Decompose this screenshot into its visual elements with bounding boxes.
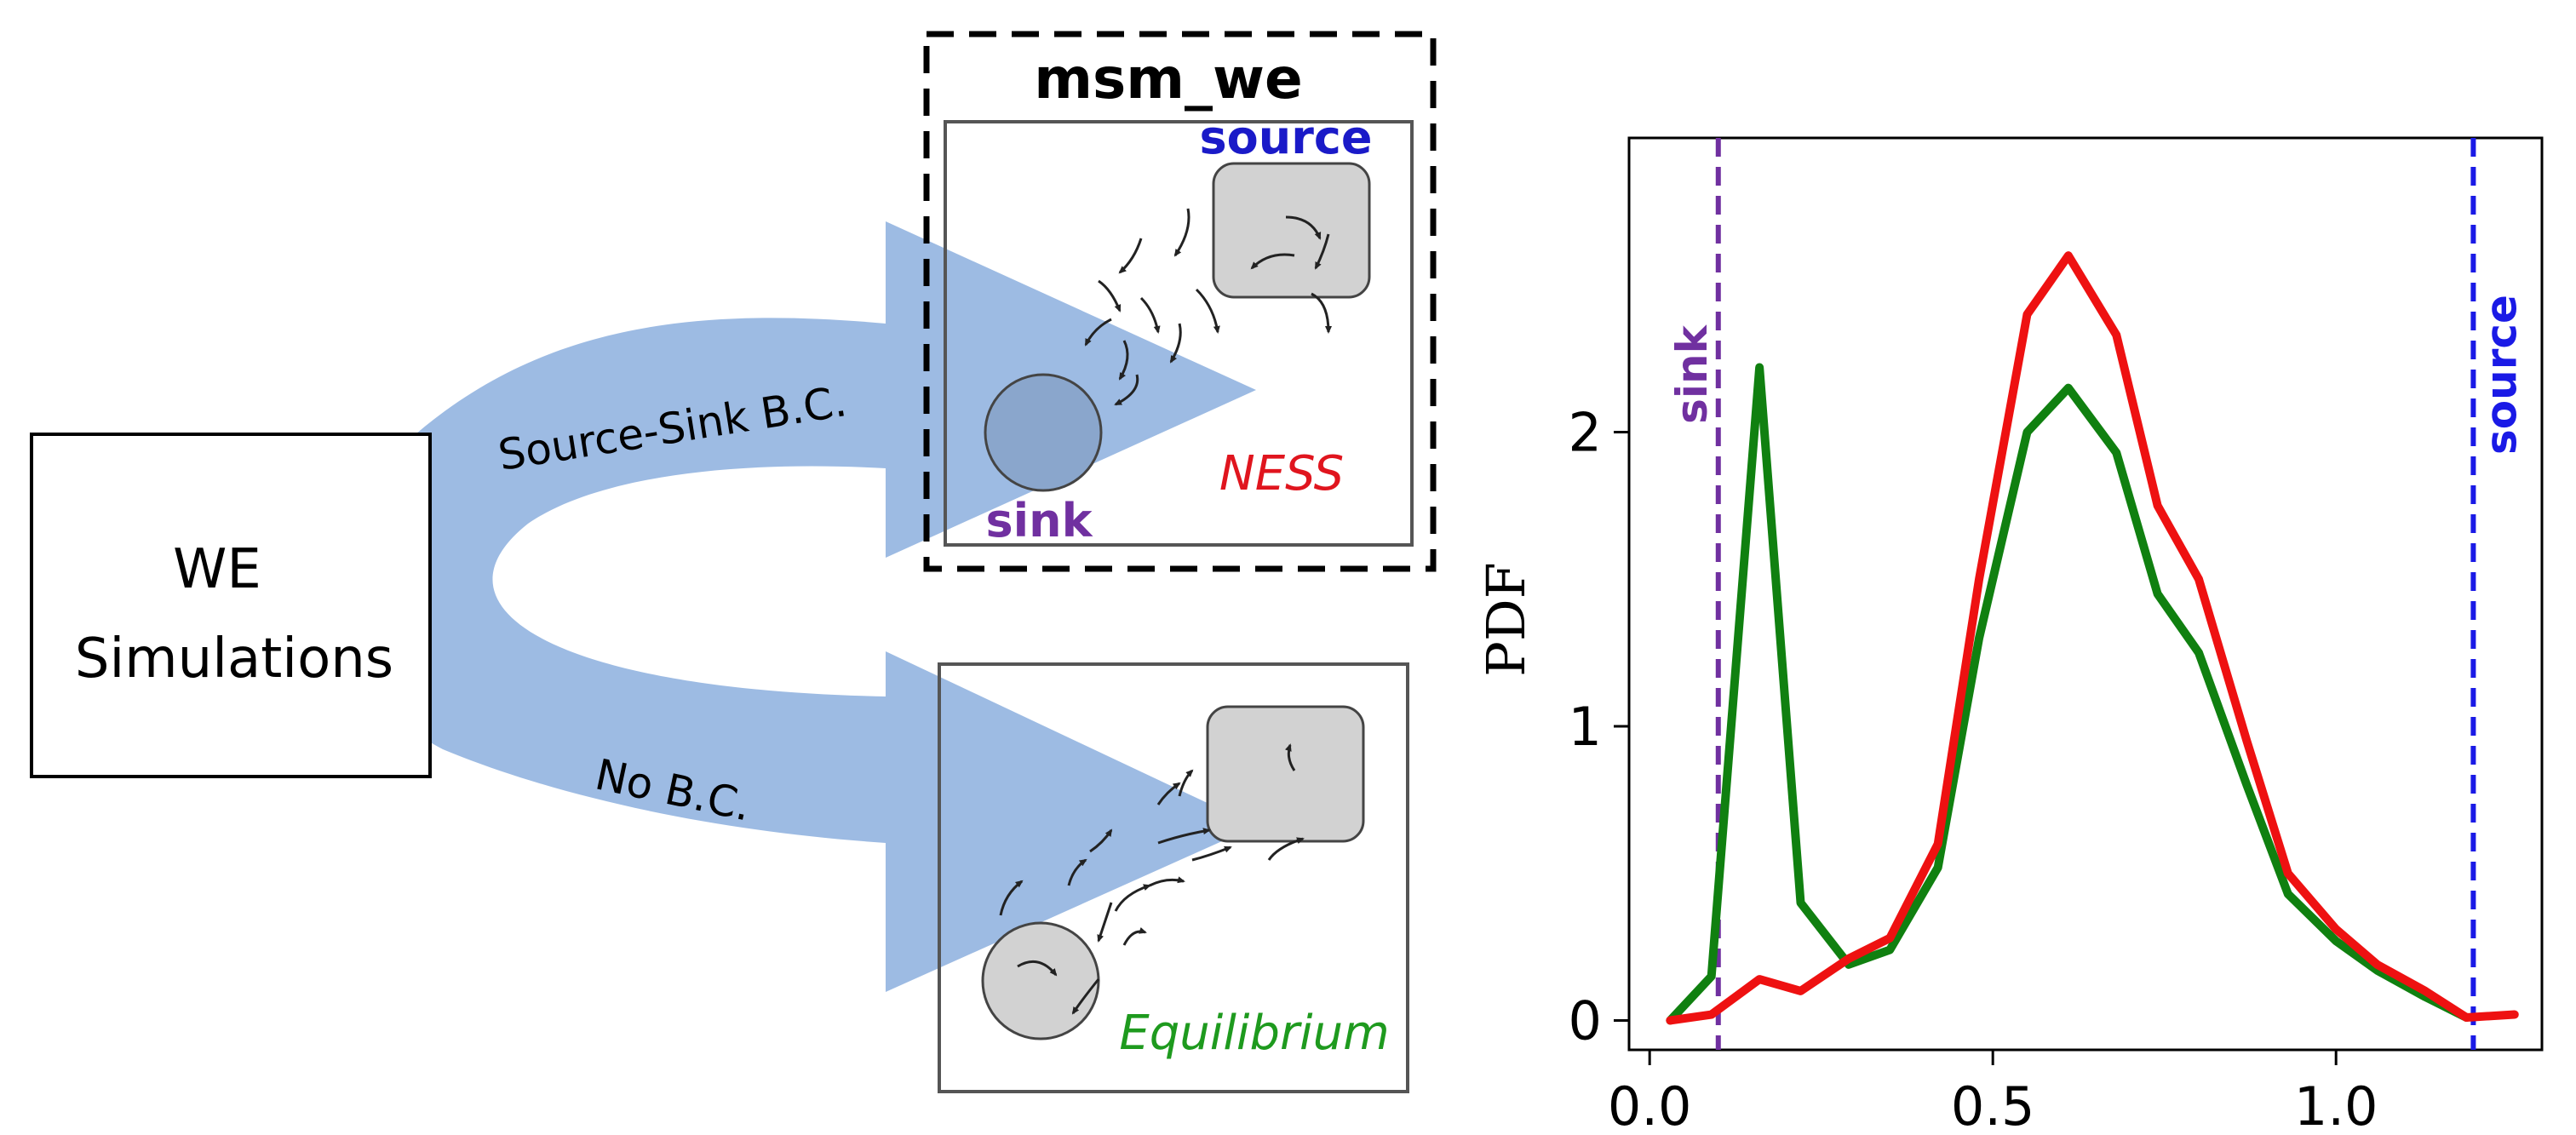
series-0-point	[1711, 976, 1713, 977]
series-0-point	[1758, 366, 1760, 368]
msm-we-title: msm_we	[1034, 46, 1303, 112]
bottom-arrowhead	[886, 651, 1256, 992]
y-tick-label: 0	[1569, 989, 1602, 1052]
pdf-chart: sink source 0 1 2 0.0 0.5 1.0 PDF	[1475, 136, 2544, 1135]
y-tick-label: 2	[1569, 401, 1602, 463]
we-simulations-box	[30, 433, 432, 778]
series-1-point	[1800, 990, 1802, 992]
series-1-point	[1669, 1019, 1671, 1021]
series-1-point	[1758, 978, 1760, 980]
series-1-point	[2026, 313, 2028, 315]
series-line-0	[1666, 363, 2471, 1025]
series-0-point	[2424, 996, 2426, 998]
we-label: WE	[173, 538, 261, 601]
series-0-point	[2335, 940, 2337, 942]
series-0-point	[2287, 893, 2289, 895]
vline-label-source: source	[2476, 295, 2526, 455]
ness-panel: source sink NESS	[944, 111, 1414, 547]
series-lines	[1666, 251, 2519, 1025]
series-1-point	[2157, 505, 2159, 507]
series-0-point	[1978, 637, 1980, 639]
simulations-label: Simulations	[75, 628, 393, 691]
eq-panel-frame	[938, 662, 1409, 1093]
plot-frame	[1627, 136, 2544, 1052]
ness-trajectory-arrows	[1084, 208, 1332, 406]
series-0-point	[1937, 867, 1939, 868]
series-0-point	[2198, 652, 2200, 654]
series-1-point	[2287, 873, 2289, 874]
y-tick-label: 1	[1569, 696, 1602, 758]
ness-panel-frame	[944, 120, 1414, 547]
series-0-point	[2157, 593, 2159, 594]
arrow-body	[353, 318, 886, 843]
ness-source-label: source	[1200, 111, 1373, 164]
series-1-point	[1978, 578, 1980, 580]
vertical-markers: sink source	[1667, 138, 2526, 1050]
msm-we-dashed-box	[923, 31, 1437, 572]
series-1-point	[1711, 1014, 1713, 1016]
ness-state-label: NESS	[1219, 446, 1344, 502]
x-axis-ticks: 0.0 0.5 1.0	[1608, 1050, 2378, 1135]
series-1-point	[2424, 990, 2426, 992]
series-1-point	[2377, 964, 2378, 966]
series-1-point	[2335, 928, 2337, 930]
ness-sink-label: sink	[985, 494, 1093, 547]
eq-source-region	[1206, 705, 1365, 843]
ness-source-region	[1212, 162, 1371, 299]
series-0-point	[2246, 784, 2247, 786]
y-axis-label: PDF	[1475, 562, 1537, 676]
x-tick-label: 0.0	[1608, 1075, 1692, 1135]
series-0-point	[2377, 970, 2378, 972]
y-axis-ticks: 0 1 2	[1569, 401, 1629, 1052]
series-1-point	[1848, 958, 1850, 960]
series-0-point	[1848, 964, 1850, 966]
eq-trajectory-arrows	[999, 743, 1305, 1015]
equilibrium-panel: Equilibrium	[938, 662, 1409, 1093]
diagram-panel: WE Simulations Source-Sink B.C. No B.C. …	[30, 31, 1437, 1093]
series-0-point	[2026, 431, 2028, 433]
series-1-point	[2246, 740, 2247, 742]
vline-label-sink: sink	[1667, 324, 1717, 423]
series-line-1	[1666, 251, 2519, 1025]
cycle-arrow	[353, 221, 1256, 992]
series-1-point	[2198, 578, 2200, 580]
series-0-point	[2115, 452, 2117, 454]
eq-state-label: Equilibrium	[1119, 1006, 1389, 1061]
series-1-point	[1937, 843, 1939, 845]
x-tick-label: 1.0	[2294, 1075, 2378, 1135]
eq-sink-region	[981, 921, 1100, 1040]
ness-sink-region	[984, 373, 1103, 492]
x-tick-label: 0.5	[1951, 1075, 2035, 1135]
series-1-point	[2514, 1014, 2516, 1016]
